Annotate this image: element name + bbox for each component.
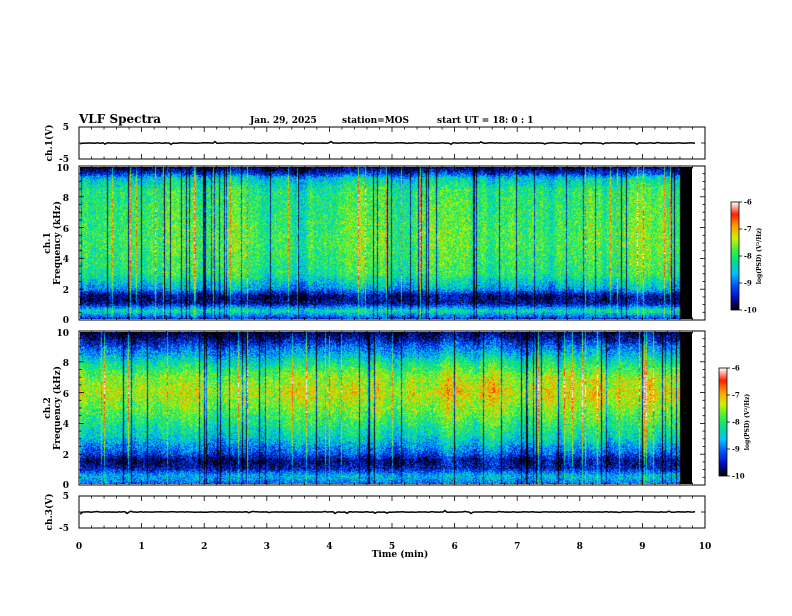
ch2-colorbar-gradient [719,368,727,476]
ch2-freq-tick-0: 0 [63,481,69,491]
header-start-time: start UT = 18: 0 : 1 [437,116,534,126]
colorbar-tick-label: -6 [732,364,740,373]
colorbar-tick-label: -10 [732,472,745,481]
ch2-spectrogram-ticks [78,330,706,486]
ch2-colorbar-label: log(PSD) (V²/Hz) [744,394,751,451]
ch2-freq-tick-2: 2 [63,451,69,461]
time-tick-label: 7 [514,542,520,552]
time-tick-label: 1 [138,542,144,552]
ch1-colorbar-label: log(PSD) (V²/Hz) [756,228,763,285]
ch2-spectrogram-panel: 0 2 4 6 8 10 ch.2Frequency (kHz) [43,329,706,491]
colorbar-tick-label: -6 [744,198,752,207]
ch2-freq-tick-4: 4 [63,420,69,430]
ch1-freq-tick-2: 2 [63,286,69,296]
ch2-freq-tick-10: 10 [56,329,69,339]
ch1-freq-tick-0: 0 [63,316,69,326]
colorbar-tick-label: -8 [744,252,752,261]
ch1-colorbar-ticks: -6 -7 -8 -9 -10 [739,198,757,315]
ch3-ytick-label-minus5: -5 [59,524,69,534]
time-tick-label: 6 [451,542,457,552]
time-axis-label: Time (min) [372,549,429,560]
time-tick-label: 5 [389,542,395,552]
ch1-voltage-trace [80,140,696,146]
ch1-spectrogram-ylabel: ch.1Frequency (kHz) [43,201,63,285]
time-tick-label: 3 [264,542,270,552]
ch1-freq-tick-8: 8 [63,194,69,204]
ch2-spectrogram-ylabel: ch.2Frequency (kHz) [43,366,63,450]
ch1-voltage-ticks [78,126,706,160]
header-date: Jan. 29, 2025 [249,116,317,126]
ch2-freq-tick-6: 6 [63,390,69,400]
ch2-colorbar-ticks: -6 -7 -8 -9 -10 [727,364,745,481]
ch1-freq-tick-10: 10 [56,164,69,174]
figure-title: VLF Spectra [78,112,161,126]
ch3-voltage-ylabel: ch.3(V) [44,494,55,531]
ch2-freq-tick-8: 8 [63,359,69,369]
ch1-spectrogram-panel: 0 2 4 6 8 10 ch.1Frequency (kHz) [43,164,706,326]
colorbar-tick-label: -7 [744,225,752,234]
ch1-freq-tick-4: 4 [63,255,69,265]
ch3-voltage-trace [80,509,696,515]
ch1-spectrogram-ticks [78,165,706,321]
time-tick-label: 9 [639,542,645,552]
time-axis-tick-labels: 0 1 2 3 4 5 6 7 8 9 10 [76,542,711,552]
time-tick-label: 8 [577,542,583,552]
time-tick-label: 4 [326,542,332,552]
colorbar-tick-label: -9 [732,445,740,454]
colorbar-tick-label: -9 [744,279,752,288]
ch1-ytick-label-5: 5 [63,123,69,133]
ch1-freq-tick-6: 6 [63,225,69,235]
ch1-colorbar: -6 -7 -8 -9 -10 log(PSD) (V²/Hz) [730,198,763,315]
ch3-voltage-ticks [78,495,706,529]
time-tick-label: 0 [76,542,82,552]
time-tick-label: 10 [699,542,712,552]
time-tick-label: 2 [201,542,207,552]
colorbar-tick-label: -8 [732,418,740,427]
header-station: station=MOS [342,116,409,126]
ch2-colorbar: -6 -7 -8 -9 -10 log(PSD) (V²/Hz) [718,364,751,481]
ch3-ytick-label-5: 5 [63,492,69,502]
ch3-voltage-panel: 5 -5 ch.3(V) [44,492,706,534]
ch1-spectrogram-image [80,167,692,319]
colorbar-tick-label: -10 [744,306,757,315]
colorbar-tick-label: -7 [732,391,740,400]
ch1-voltage-ylabel: ch.1(V) [44,125,55,162]
ch2-spectrogram-image [80,332,692,484]
ch1-ytick-label-minus5: -5 [59,155,69,165]
ch1-voltage-panel: 5 -5 ch.1(V) [44,123,706,165]
ch1-colorbar-gradient [731,202,739,310]
